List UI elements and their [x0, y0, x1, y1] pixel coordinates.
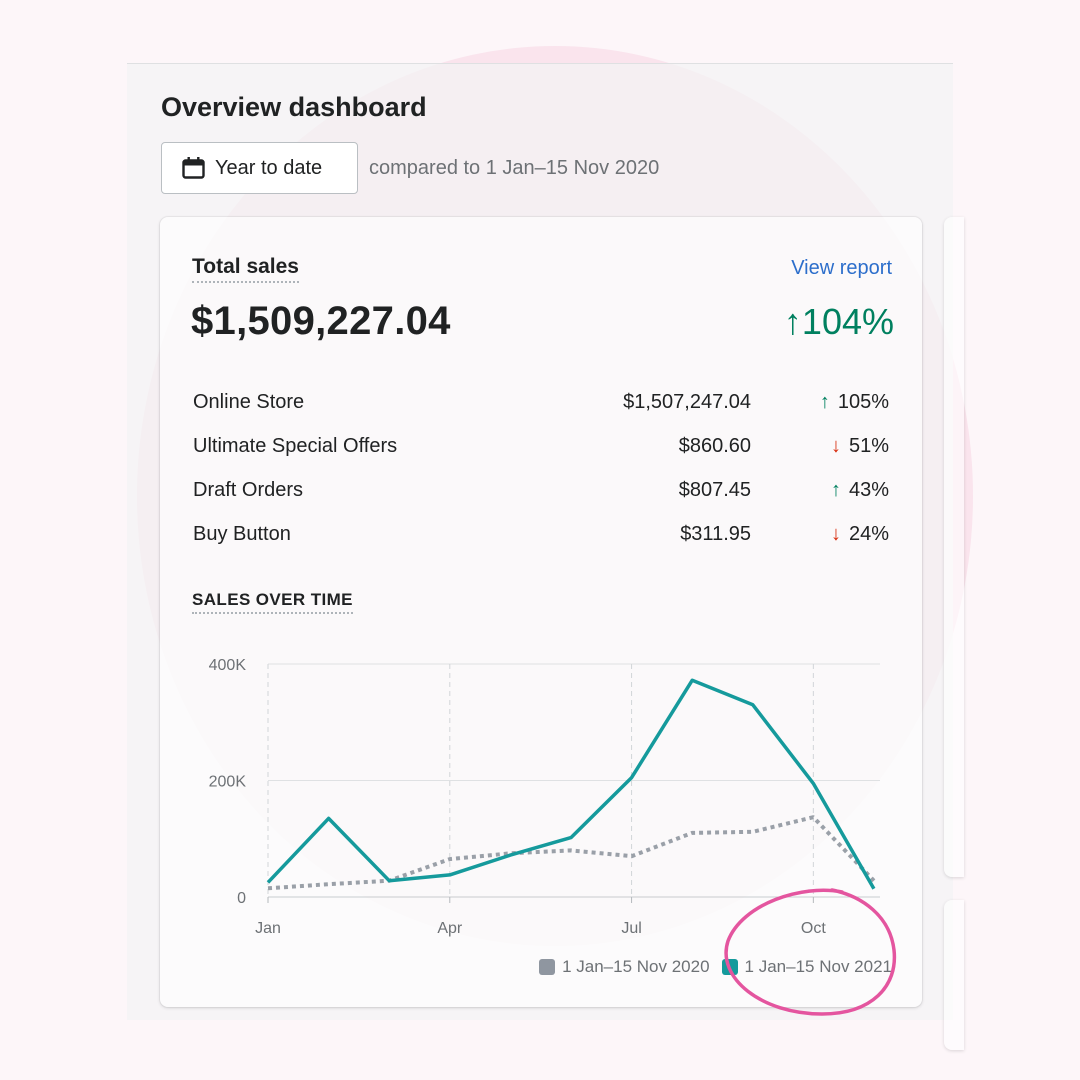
legend-label-2020: 1 Jan–15 Nov 2020: [562, 957, 710, 976]
y-tick-label: 0: [237, 890, 246, 907]
total-sales-card: Total sales View report $1,509,227.04 ↑1…: [160, 217, 922, 1007]
x-tick-label: Jan: [255, 920, 281, 937]
legend-item-2021[interactable]: 1 Jan–15 Nov 2021: [721, 957, 892, 977]
y-tick-label: 200K: [209, 774, 247, 791]
total-sales-change-value: 104%: [801, 301, 894, 342]
legend-label-2021: 1 Jan–15 Nov 2021: [744, 957, 892, 976]
calendar-icon: [182, 157, 205, 179]
adjacent-card-edge: [944, 217, 964, 877]
breakdown-row: Buy Button $311.95 ↓ 24%: [193, 523, 893, 567]
breakdown-change-value: 51%: [848, 435, 889, 457]
sales-over-time-title[interactable]: SALES OVER TIME: [192, 590, 353, 614]
breakdown-channel-name: Ultimate Special Offers: [193, 435, 398, 457]
breakdown-channel-name: Online Store: [193, 391, 305, 413]
date-range-label: Year to date: [215, 156, 323, 179]
legend-swatch-2020: [539, 959, 556, 975]
breakdown-row: Ultimate Special Offers $860.60 ↓ 51%: [193, 435, 893, 479]
breakdown-channel-value: $807.45: [678, 479, 751, 501]
breakdown-channel-value: $860.60: [678, 435, 751, 457]
breakdown-channel-change: ↓ 51%: [831, 435, 889, 458]
breakdown-channel-name: Buy Button: [193, 523, 291, 545]
total-sales-title[interactable]: Total sales: [192, 255, 299, 283]
breakdown-channel-change: ↑ 43%: [831, 479, 889, 502]
breakdown-change-value: 24%: [848, 523, 889, 545]
arrow-down-icon: ↓: [830, 435, 841, 457]
breakdown-row: Online Store $1,507,247.04 ↑ 105%: [193, 391, 893, 435]
x-tick-label: Oct: [801, 920, 826, 937]
arrow-down-icon: ↓: [830, 523, 841, 545]
x-tick-label: Apr: [437, 920, 463, 937]
view-report-link[interactable]: View report: [791, 257, 892, 279]
breakdown-channel-value: $1,507,247.04: [623, 391, 751, 413]
breakdown-channel-change: ↓ 24%: [831, 523, 889, 546]
total-sales-value: $1,509,227.04: [191, 299, 451, 343]
series-line-2021: [266, 678, 876, 890]
date-range-button[interactable]: Year to date: [161, 142, 358, 194]
breakdown-channel-value: $311.95: [680, 523, 751, 545]
overview-panel: Overview dashboard Year to date compared…: [127, 63, 964, 1050]
breakdown-row: Draft Orders $807.45 ↑ 43%: [193, 479, 893, 523]
page-title: Overview dashboard: [161, 92, 427, 122]
legend-swatch-2021: [721, 959, 738, 975]
x-tick-label: Jul: [621, 920, 641, 937]
comparison-period-text: compared to 1 Jan–15 Nov 2020: [369, 157, 660, 179]
sales-over-time-chart: 0 200K 400K Jan Apr Jul Oct: [209, 657, 880, 937]
y-tick-label: 400K: [209, 657, 247, 674]
series-line-2020: [267, 815, 876, 891]
breakdown-channel-name: Draft Orders: [193, 479, 304, 501]
breakdown-channel-change: ↑ 105%: [820, 391, 889, 414]
arrow-up-icon: ↑: [783, 301, 802, 342]
breakdown-change-value: 43%: [848, 479, 889, 501]
total-sales-change: ↑104%: [784, 301, 894, 343]
adjacent-card-edge: [944, 900, 964, 1050]
arrow-up-icon: ↑: [830, 479, 841, 501]
sales-breakdown-list: Online Store $1,507,247.04 ↑ 105% Ultimat…: [193, 391, 893, 567]
arrow-up-icon: ↑: [819, 391, 830, 413]
legend-item-2020[interactable]: 1 Jan–15 Nov 2020: [539, 957, 710, 977]
breakdown-change-value: 105%: [837, 391, 889, 413]
chart-legend: 1 Jan–15 Nov 2020 1 Jan–15 Nov 2021: [527, 957, 892, 977]
